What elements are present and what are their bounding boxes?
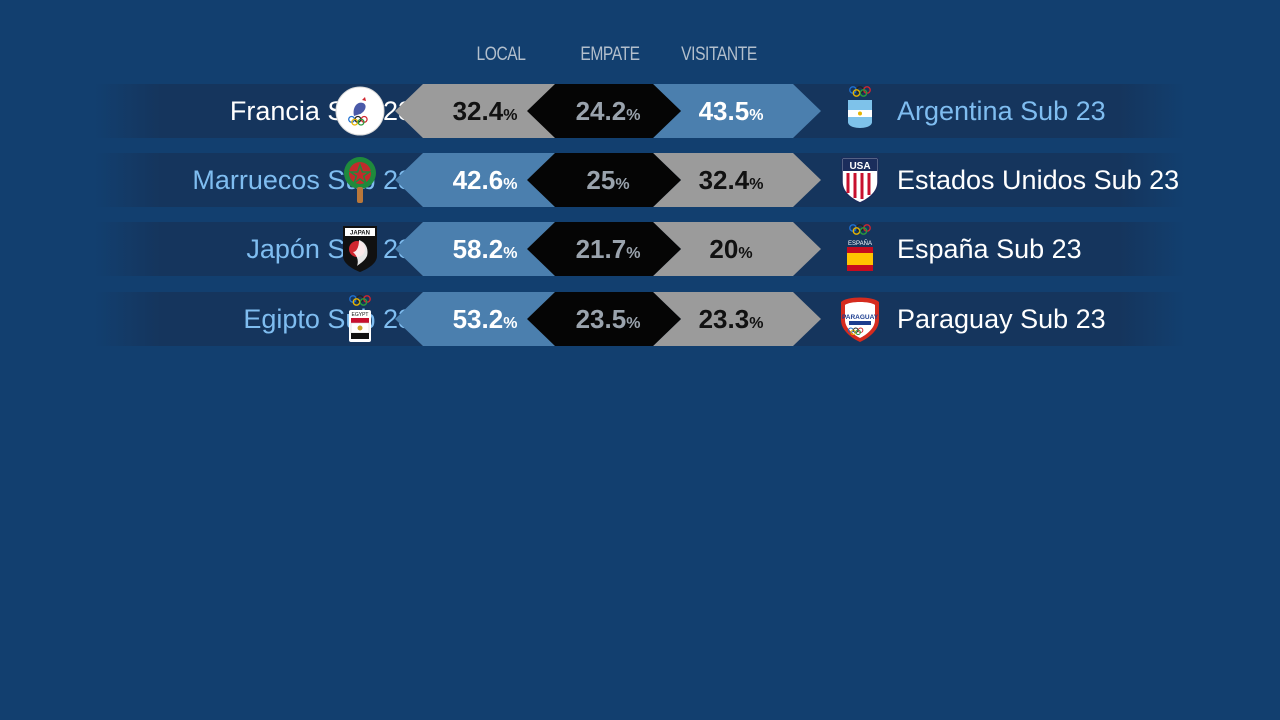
probability-bar: 42.6% 25% 32.4% <box>395 153 821 207</box>
away-team-name: Estados Unidos Sub 23 <box>897 165 1180 195</box>
home-team-name: Marruecos Sub 23 <box>192 165 413 195</box>
probability-bar-shapes <box>395 222 821 276</box>
header-local: LOCAL <box>476 44 526 65</box>
draw-percentage: 23.5% <box>575 304 641 334</box>
probability-bar: 32.4% 24.2% 43.5% <box>395 84 821 138</box>
away-percentage: 32.4% <box>698 165 764 195</box>
probability-bar: 53.2% 23.5% 23.3% <box>395 292 821 346</box>
match-row[interactable]: Marruecos Sub 23 42.6% 25% 32.4% USA Est… <box>95 153 1185 207</box>
svg-text:ESPAÑA: ESPAÑA <box>848 240 872 247</box>
away-team-crest-icon <box>835 86 885 136</box>
home-team-name: Francia Sub 23 <box>229 96 413 126</box>
home-team-name: Japón Sub 23 <box>246 234 413 264</box>
home-team-crest-icon <box>335 155 385 205</box>
away-team-name: Argentina Sub 23 <box>897 96 1106 126</box>
away-team-crest-icon: ESPAÑA <box>835 224 885 274</box>
draw-percentage: 21.7% <box>575 234 641 264</box>
home-team-crest-icon: EGYPT <box>335 294 385 344</box>
local-percentage: 42.6% <box>452 165 518 195</box>
local-percentage: 53.2% <box>452 304 518 334</box>
local-percentage: 58.2% <box>452 234 518 264</box>
match-row[interactable]: Japón Sub 23 JAPAN 58.2% 21.7% 20% ESPAÑ… <box>95 222 1185 276</box>
local-segment <box>395 292 563 346</box>
match-row[interactable]: Francia Sub 23 32.4% 24.2% 43.5% Argenti… <box>95 84 1185 138</box>
away-percentage: 43.5% <box>698 96 764 126</box>
away-segment <box>653 222 821 276</box>
svg-text:PARAGUAY: PARAGUAY <box>842 314 879 321</box>
draw-segment <box>527 84 681 138</box>
local-percentage: 32.4% <box>452 96 518 126</box>
probability-bar-shapes <box>395 292 821 346</box>
away-percentage: 23.3% <box>698 304 764 334</box>
home-team-crest-icon <box>335 86 385 136</box>
home-team-name: Egipto Sub 23 <box>243 304 413 334</box>
away-percentage: 20% <box>709 234 753 264</box>
draw-segment <box>527 222 681 276</box>
svg-text:USA: USA <box>849 161 870 172</box>
local-segment <box>395 84 563 138</box>
local-segment <box>395 153 563 207</box>
draw-percentage: 25% <box>586 165 630 195</box>
match-row[interactable]: Egipto Sub 23 EGYPT 53.2% 23.5% 23.3% PA… <box>95 292 1185 346</box>
draw-percentage: 24.2% <box>575 96 641 126</box>
draw-segment <box>527 292 681 346</box>
away-team-name: Paraguay Sub 23 <box>897 304 1106 334</box>
column-headers: LOCAL EMPATE VISITANTE <box>0 40 1280 72</box>
local-segment <box>395 222 563 276</box>
header-draw: EMPATE <box>580 44 640 65</box>
svg-text:JAPAN: JAPAN <box>350 231 370 237</box>
away-team-crest-icon: PARAGUAY <box>835 294 885 344</box>
away-segment <box>653 153 821 207</box>
away-team-name: España Sub 23 <box>897 234 1082 264</box>
header-away: VISITANTE <box>681 44 757 65</box>
away-team-crest-icon: USA <box>835 155 885 205</box>
draw-segment <box>527 153 681 207</box>
probability-bar: 58.2% 21.7% 20% <box>395 222 821 276</box>
svg-text:EGYPT: EGYPT <box>352 312 369 318</box>
probability-bar-shapes <box>395 153 821 207</box>
away-segment <box>653 84 821 138</box>
away-segment <box>653 292 821 346</box>
home-team-crest-icon: JAPAN <box>335 224 385 274</box>
probability-bar-shapes <box>395 84 821 138</box>
